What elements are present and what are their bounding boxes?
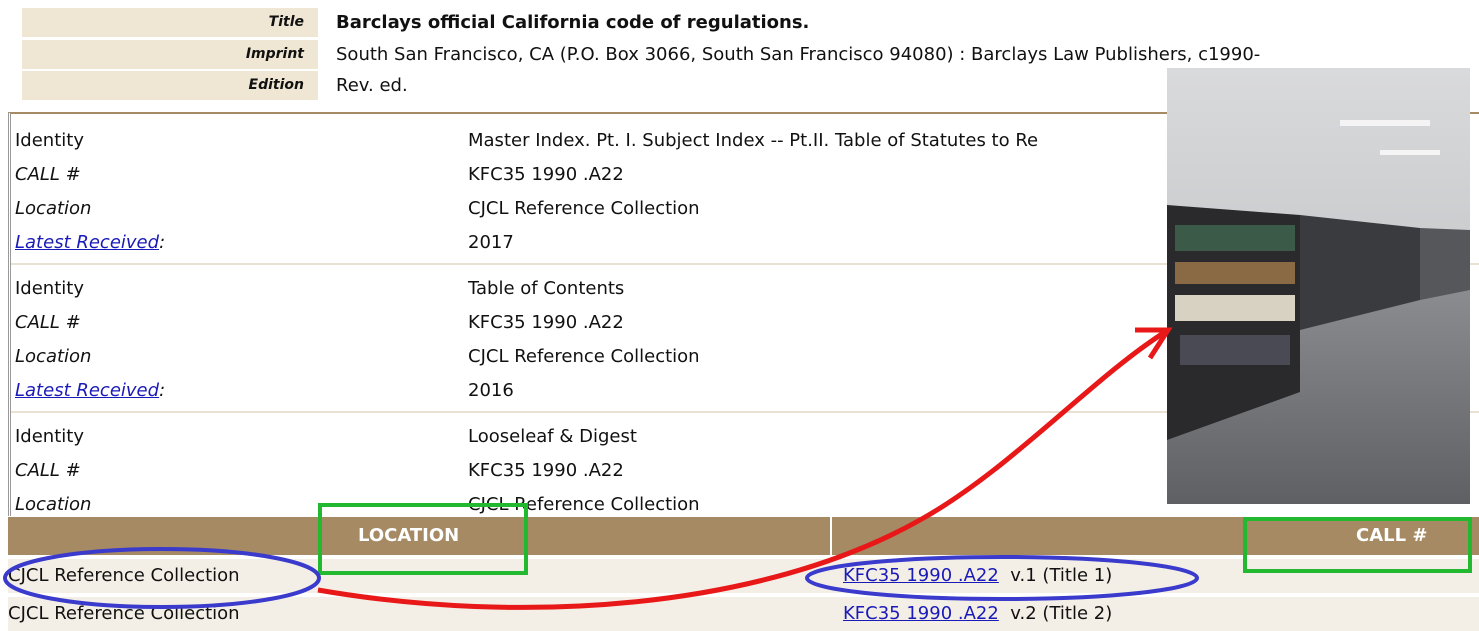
holding-row: CALL # KFC35 1990 .A22 bbox=[11, 306, 1479, 340]
field-label: Title bbox=[22, 8, 318, 37]
page: Title Barclays official California code o… bbox=[0, 0, 1479, 626]
field-value: Master Index. Pt. I. Subject Index -- Pt… bbox=[468, 124, 1038, 158]
holding-row: Latest Received: 2016 bbox=[11, 374, 1479, 408]
column-header: CALL # bbox=[1356, 517, 1427, 555]
items-header: LOCATION CALL # bbox=[8, 517, 1479, 555]
item-location: CJCL Reference Collection bbox=[8, 559, 240, 593]
field-label: Edition bbox=[22, 71, 318, 100]
item-call-number: KFC35 1990 .A22 v.1 (Title 1) bbox=[843, 559, 1112, 593]
field-value: Table of Contents bbox=[468, 272, 624, 306]
latest-received-link[interactable]: Latest Received bbox=[15, 232, 159, 253]
item-row: CJCL Reference Collection KFC35 1990 .A22… bbox=[8, 559, 1479, 593]
group-separator bbox=[11, 263, 1479, 265]
holding-row: Identity Master Index. Pt. I. Subject Ind… bbox=[11, 124, 1479, 158]
field-label: CALL # bbox=[15, 454, 81, 488]
latest-received-link[interactable]: Latest Received bbox=[15, 380, 159, 401]
label-suffix: : bbox=[159, 380, 165, 401]
field-label: Identity bbox=[15, 272, 84, 306]
field-label: Imprint bbox=[22, 40, 318, 69]
field-value: KFC35 1990 .A22 bbox=[468, 454, 624, 488]
field-value: South San Francisco, CA (P.O. Box 3066, … bbox=[336, 40, 1260, 69]
field-value: CJCL Reference Collection bbox=[468, 340, 700, 374]
field-value: Rev. ed. bbox=[336, 71, 408, 100]
field-label: Location bbox=[15, 340, 91, 374]
call-number-link[interactable]: KFC35 1990 .A22 bbox=[843, 565, 999, 586]
column-header: LOCATION bbox=[358, 517, 459, 555]
holding-row: Identity Table of Contents bbox=[11, 272, 1479, 306]
field-value: 2016 bbox=[468, 374, 514, 408]
field-value: Looseleaf & Digest bbox=[468, 420, 637, 454]
field-label: Latest Received: bbox=[15, 226, 165, 260]
holdings: Identity Master Index. Pt. I. Subject Ind… bbox=[8, 112, 1479, 516]
holding-row: CALL # KFC35 1990 .A22 bbox=[11, 158, 1479, 192]
field-value: KFC35 1990 .A22 bbox=[468, 158, 624, 192]
field-label: Location bbox=[15, 192, 91, 226]
holding-row: Location CJCL Reference Collection bbox=[11, 340, 1479, 374]
holding-row: Location CJCL Reference Collection bbox=[11, 192, 1479, 226]
field-value: 2017 bbox=[468, 226, 514, 260]
holding-row: Identity Looseleaf & Digest bbox=[11, 420, 1479, 454]
group-separator bbox=[11, 411, 1479, 413]
field-value: KFC35 1990 .A22 bbox=[468, 306, 624, 340]
field-label: Latest Received: bbox=[15, 374, 165, 408]
label-suffix: : bbox=[159, 232, 165, 253]
field-value: Barclays official California code of reg… bbox=[336, 8, 809, 37]
field-label: Identity bbox=[15, 124, 84, 158]
call-number-link[interactable]: KFC35 1990 .A22 bbox=[843, 603, 999, 624]
holding-row: CALL # KFC35 1990 .A22 bbox=[11, 454, 1479, 488]
column-divider bbox=[830, 517, 832, 555]
volume-note: v.2 (Title 2) bbox=[1010, 603, 1112, 624]
field-label: Identity bbox=[15, 420, 84, 454]
holding-row: Latest Received: 2017 bbox=[11, 226, 1479, 260]
volume-note: v.1 (Title 1) bbox=[1010, 565, 1112, 586]
field-value: CJCL Reference Collection bbox=[468, 192, 700, 226]
field-label: CALL # bbox=[15, 306, 81, 340]
field-label: CALL # bbox=[15, 158, 81, 192]
